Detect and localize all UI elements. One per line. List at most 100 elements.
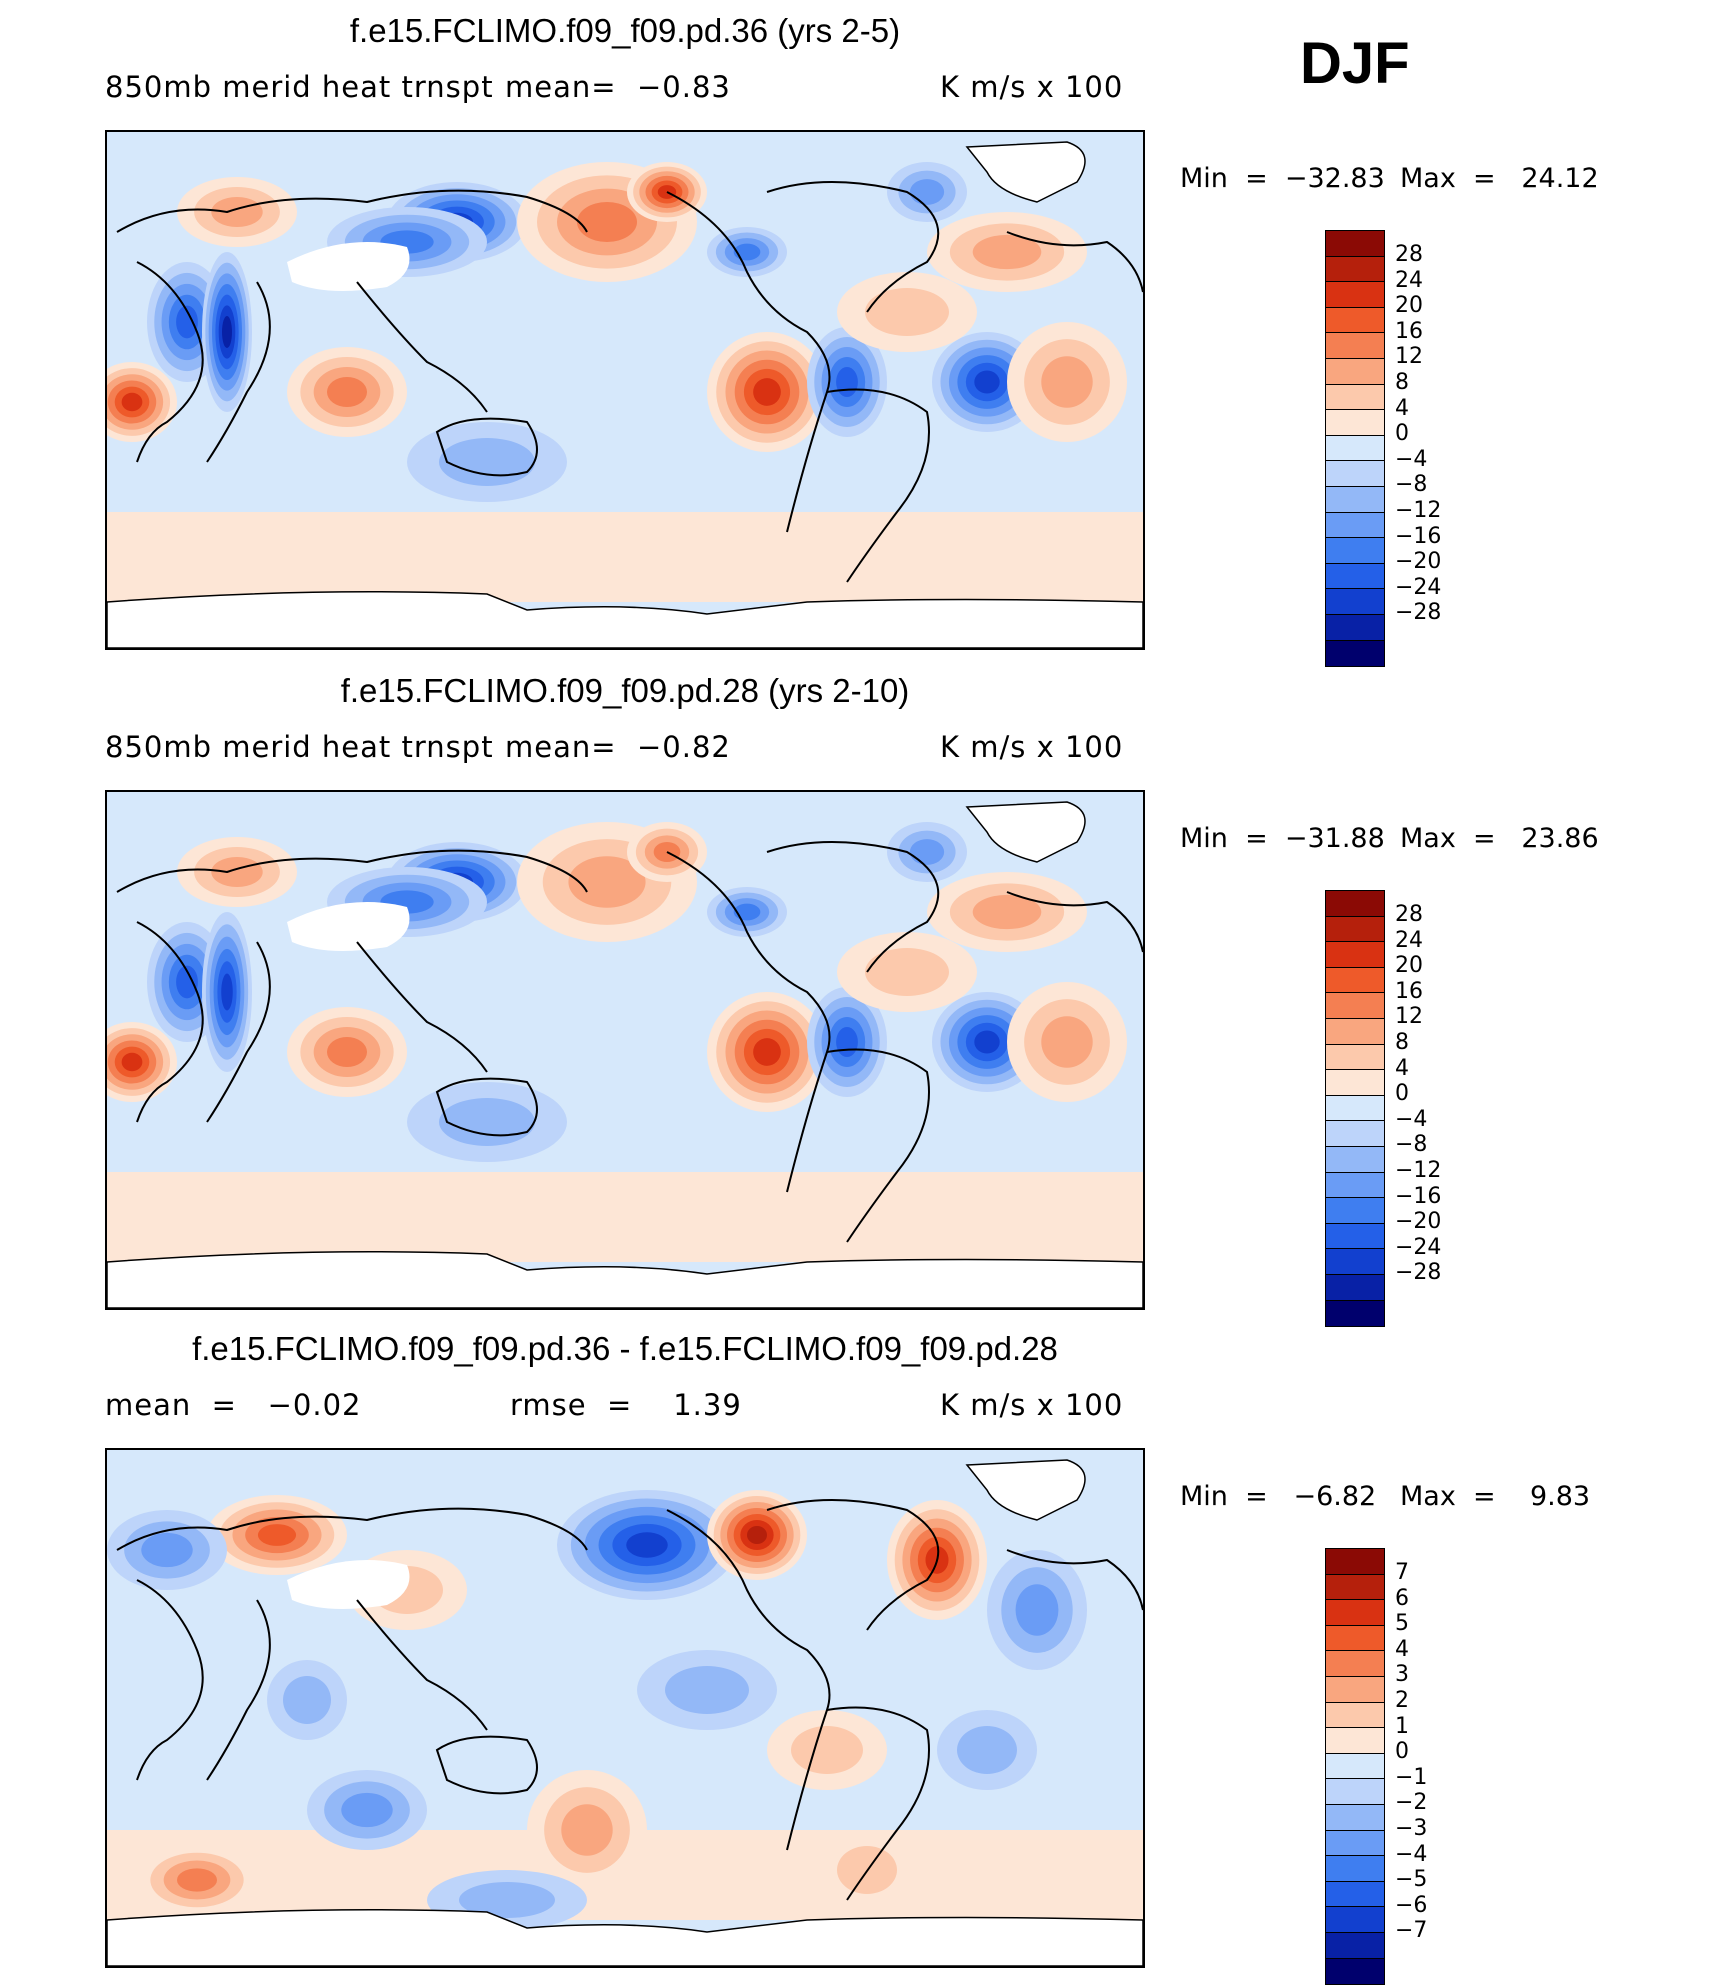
coastline bbox=[206, 281, 271, 463]
contour-map bbox=[105, 130, 1145, 650]
colorbar-tick-label: 12 bbox=[1395, 1004, 1423, 1030]
colorbar-swatch bbox=[1326, 1830, 1384, 1857]
map-field bbox=[107, 1459, 1143, 1966]
positive-contour bbox=[177, 1868, 217, 1892]
colorbar-swatch bbox=[1326, 1070, 1384, 1096]
colorbar-swatch bbox=[1326, 384, 1384, 411]
colorbar-tick-label: −2 bbox=[1395, 1790, 1428, 1816]
negative-contour bbox=[439, 1098, 535, 1146]
colorbar-swatch bbox=[1326, 1676, 1384, 1703]
contour-map bbox=[105, 790, 1145, 1310]
colorbar-tick-label: 2 bbox=[1395, 1688, 1409, 1713]
variable-label: 850mb merid heat trnspt bbox=[105, 730, 494, 764]
colorbar-tick-label: 8 bbox=[1395, 1030, 1409, 1055]
positive-contour bbox=[972, 234, 1042, 270]
colorbar-tick-label: −16 bbox=[1395, 523, 1442, 549]
negative-contour bbox=[836, 367, 858, 397]
colorbar-swatch bbox=[1326, 1907, 1384, 1933]
coastline bbox=[435, 417, 538, 477]
colorbar-tick-label: −16 bbox=[1395, 1183, 1442, 1209]
negative-contour bbox=[222, 316, 232, 348]
max-label: Max = 24.12 bbox=[1400, 163, 1599, 194]
contour-map bbox=[105, 1448, 1145, 1968]
colorbar-swatch bbox=[1326, 1198, 1384, 1224]
greenland-landmass bbox=[965, 1459, 1086, 1521]
colorbar-tick-label: 24 bbox=[1395, 927, 1423, 953]
colorbar-tick-label: 28 bbox=[1395, 902, 1423, 927]
colorbar-swatch bbox=[1326, 891, 1384, 917]
colorbar-tick-label: 28 bbox=[1395, 242, 1423, 267]
coastline bbox=[136, 1579, 204, 1781]
colorbar-tick-label: 20 bbox=[1395, 293, 1423, 319]
colorbar-tick-label: 0 bbox=[1395, 1739, 1409, 1765]
colorbar-swatch bbox=[1326, 1121, 1384, 1147]
colorbar-swatch bbox=[1326, 486, 1384, 513]
negative-contour bbox=[974, 370, 1000, 394]
colorbar-swatch bbox=[1326, 1779, 1384, 1805]
colorbar-tick-label: −3 bbox=[1395, 1816, 1428, 1841]
colorbar-tick-label: 4 bbox=[1395, 1636, 1409, 1662]
positive-contour bbox=[791, 1726, 863, 1774]
colorbar-swatch bbox=[1326, 614, 1384, 641]
colorbar-swatch bbox=[1326, 1702, 1384, 1729]
colorbar-swatch bbox=[1326, 282, 1384, 308]
colorbar-swatch bbox=[1326, 1274, 1384, 1301]
colorbar: 28 24 20 16 12 8 4 0 −4 −8 −12 −16 −20 −24 −28 bbox=[1325, 230, 1441, 668]
colorbar-swatch bbox=[1326, 1095, 1384, 1122]
colorbar-swatch bbox=[1326, 1881, 1384, 1908]
min-label: Min = −32.83 bbox=[1180, 163, 1385, 194]
min-label: Min = −6.82 bbox=[1180, 1481, 1377, 1512]
negative-contour bbox=[909, 179, 945, 205]
colorbar-tick-label: −24 bbox=[1395, 1234, 1442, 1260]
colorbar-tick-label: 7 bbox=[1395, 1560, 1409, 1585]
coastline bbox=[826, 388, 930, 583]
negative-contour bbox=[176, 965, 198, 999]
colorbar-swatch bbox=[1326, 512, 1384, 539]
colorbar-swatch bbox=[1326, 1044, 1384, 1071]
colorbar-tick-label: 16 bbox=[1395, 978, 1423, 1004]
colorbar-tick-label: −4 bbox=[1395, 1106, 1428, 1132]
colorbar-tick-label: 12 bbox=[1395, 344, 1423, 370]
coastline bbox=[435, 1735, 538, 1795]
negative-contour bbox=[283, 1676, 331, 1724]
colorbar-swatch bbox=[1326, 1146, 1384, 1173]
colorbar-swatch bbox=[1326, 1753, 1384, 1780]
colorbar-tick-label: 3 bbox=[1395, 1662, 1409, 1688]
colorbar-tick-label: 0 bbox=[1395, 421, 1409, 447]
colorbar-swatch bbox=[1326, 640, 1384, 667]
negative-contour bbox=[626, 1532, 668, 1558]
colorbar-tick-label: −20 bbox=[1395, 1209, 1442, 1235]
colorbar-swatch bbox=[1326, 1804, 1384, 1831]
masked-region bbox=[287, 902, 410, 951]
coastline bbox=[206, 1599, 271, 1781]
colorbar-tick-label: −20 bbox=[1395, 549, 1442, 575]
colorbar-tick-label: −24 bbox=[1395, 574, 1442, 600]
colorbar-tick-label: −8 bbox=[1395, 472, 1428, 498]
negative-contour bbox=[221, 973, 233, 1011]
antarctica-landmass bbox=[107, 1909, 1143, 1966]
colorbar-swatch bbox=[1326, 1856, 1384, 1882]
colorbar-swatch bbox=[1326, 563, 1384, 590]
masked-region bbox=[287, 1560, 410, 1609]
colorbar-tick-label: −4 bbox=[1395, 1841, 1428, 1867]
positive-contour bbox=[577, 202, 637, 242]
field-band bbox=[107, 1172, 1143, 1262]
coastline bbox=[435, 1077, 538, 1137]
antarctica-landmass bbox=[107, 591, 1143, 648]
positive-contour bbox=[972, 894, 1042, 930]
coastline bbox=[666, 851, 831, 1193]
negative-contour bbox=[836, 1027, 858, 1057]
colorbar-swatch bbox=[1326, 333, 1384, 359]
coastline bbox=[766, 181, 940, 313]
coastline bbox=[136, 261, 204, 463]
positive-contour bbox=[211, 857, 263, 887]
max-label: Max = 23.86 bbox=[1400, 823, 1599, 854]
colorbar: 7 6 5 4 3 2 1 0 −1 −2 −3 −4 −5 −6 −7 bbox=[1325, 1548, 1427, 1985]
positive-contour bbox=[121, 392, 143, 412]
colorbar-tick-label: 4 bbox=[1395, 395, 1409, 421]
negative-contour bbox=[909, 839, 945, 865]
positive-contour bbox=[327, 1037, 367, 1067]
colorbar-swatch bbox=[1326, 589, 1384, 615]
colorbar-tick-label: 24 bbox=[1395, 267, 1423, 293]
coastline bbox=[1006, 1549, 1143, 1611]
